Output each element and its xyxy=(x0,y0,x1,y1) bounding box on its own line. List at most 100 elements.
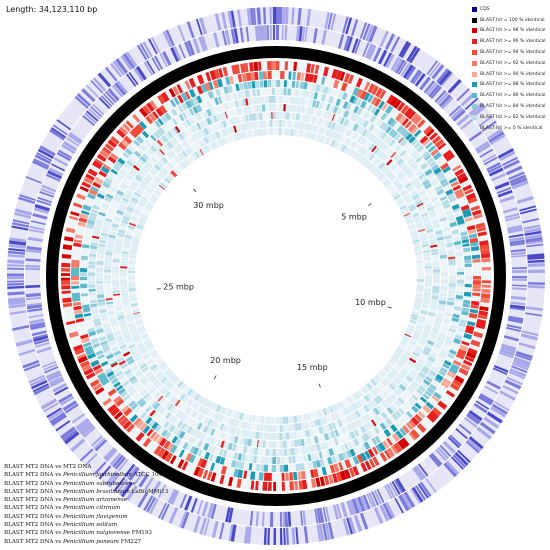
blast-hit xyxy=(157,94,166,105)
cds-stripe xyxy=(76,419,91,431)
cds-stripe xyxy=(295,527,299,545)
blast-hit xyxy=(152,111,159,120)
blast-hit xyxy=(435,339,444,346)
blast-hit xyxy=(381,143,389,152)
blast-hit xyxy=(102,397,112,406)
blast-hit xyxy=(141,167,149,174)
blast-hit xyxy=(299,81,305,90)
blast-hit-high xyxy=(416,202,424,207)
cds-stripe xyxy=(426,60,439,75)
blast-hit xyxy=(182,120,190,129)
blast-hit-high xyxy=(92,235,100,239)
blast-hit xyxy=(422,196,430,202)
track-species: Penicillium citrinum xyxy=(63,505,121,512)
cds-stripe xyxy=(368,492,377,508)
blast-hit xyxy=(124,148,133,156)
blast-hit xyxy=(110,168,118,175)
blast-hit xyxy=(349,149,355,157)
cds-stripe xyxy=(443,462,457,478)
blast-hit xyxy=(339,71,346,81)
blast-hit xyxy=(445,188,454,196)
blast-hit xyxy=(466,320,476,327)
blast-hit xyxy=(448,367,458,375)
blast-hit xyxy=(279,416,283,424)
blast-hit xyxy=(130,302,139,307)
blast-hit xyxy=(120,347,129,353)
legend-swatch xyxy=(472,71,477,77)
blast-hit xyxy=(304,73,311,82)
blast-hit xyxy=(258,440,263,448)
blast-hit xyxy=(243,470,248,479)
blast-hit xyxy=(189,445,196,454)
blast-hit xyxy=(181,413,188,422)
blast-hit xyxy=(128,375,137,382)
blast-hit xyxy=(454,375,465,384)
blast-hit xyxy=(375,139,383,147)
blast-hit-high xyxy=(156,139,163,147)
cds-stripe xyxy=(157,484,167,499)
blast-hit xyxy=(378,174,386,182)
cds-stripe xyxy=(48,167,64,177)
blast-hit xyxy=(452,184,461,192)
blast-hit xyxy=(105,251,113,256)
blast-hit xyxy=(88,261,96,265)
blast-hit xyxy=(235,83,240,92)
blast-hit xyxy=(410,191,419,198)
blast-hit xyxy=(413,129,422,138)
blast-hit xyxy=(408,203,416,210)
blast-hit xyxy=(310,64,315,74)
blast-hit xyxy=(405,422,414,431)
blast-hit xyxy=(120,279,128,283)
cds-stripe xyxy=(162,30,173,48)
cds-stripe xyxy=(269,7,272,25)
blast-hit xyxy=(281,472,285,481)
blast-hit xyxy=(464,276,473,280)
blast-hit xyxy=(456,291,464,295)
cds-stripe xyxy=(276,25,280,41)
blast-hit xyxy=(92,160,103,170)
cds-stripe xyxy=(348,516,357,534)
blast-hit xyxy=(300,72,305,81)
blast-hit xyxy=(301,97,306,106)
cds-stripe xyxy=(184,41,192,57)
blast-hit xyxy=(210,141,217,150)
cds-stripe xyxy=(151,57,161,72)
cds-stripe xyxy=(283,527,286,545)
cds-stripe xyxy=(511,269,527,273)
blast-hit xyxy=(438,353,447,359)
blast-hit xyxy=(394,181,403,189)
blast-hit xyxy=(96,193,105,200)
blast-hit xyxy=(206,126,212,134)
blast-hit xyxy=(219,457,226,465)
blast-hit xyxy=(159,127,166,135)
blast-hit xyxy=(393,99,402,109)
blast-hit xyxy=(411,236,420,241)
blast-hit xyxy=(402,336,410,343)
blast-hit xyxy=(441,181,450,188)
blast-hit xyxy=(96,281,104,284)
blast-hit xyxy=(324,120,330,128)
blast-hit xyxy=(207,435,213,444)
blast-hit xyxy=(447,297,455,302)
blast-hit xyxy=(108,234,116,239)
blast-hit xyxy=(90,245,98,250)
blast-hit xyxy=(252,431,257,439)
blast-hit xyxy=(233,419,239,428)
blast-hit xyxy=(128,184,137,191)
blast-hit xyxy=(364,384,371,392)
cds-stripe xyxy=(493,401,510,412)
blast-hit xyxy=(476,226,487,232)
blast-hit xyxy=(301,446,307,455)
cds-stripe xyxy=(32,333,48,340)
blast-hit xyxy=(417,410,426,419)
blast-hit xyxy=(430,302,438,306)
blast-hit xyxy=(333,403,340,412)
cds-stripe xyxy=(527,269,545,273)
blast-hit xyxy=(408,224,416,230)
blast-hit xyxy=(336,107,343,116)
blast-hit xyxy=(279,424,283,432)
blast-hit xyxy=(420,162,429,170)
blast-hit xyxy=(92,383,103,392)
legend-swatch xyxy=(472,125,477,131)
